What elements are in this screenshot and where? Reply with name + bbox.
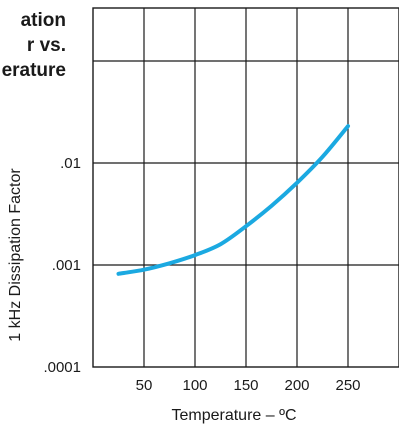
x-tick-150: 150 [233, 377, 258, 394]
x-tick-100: 100 [182, 377, 207, 394]
y-axis-label: 1 kHz Dissipation Factor [7, 168, 24, 342]
x-tick-50: 50 [136, 377, 153, 394]
x-tick-200: 200 [284, 377, 309, 394]
plot-grid [93, 8, 399, 367]
x-tick-labels: 50 100 150 200 250 [136, 377, 361, 394]
plot-frame [92, 7, 399, 368]
data-series [116, 124, 350, 276]
y-tick-.01: .01 [60, 155, 81, 172]
x-tick-250: 250 [335, 377, 360, 394]
chart-title: ation r vs. erature [2, 10, 66, 81]
title-line-1: ation [21, 10, 66, 31]
y-tick-.0001: .0001 [43, 359, 81, 376]
title-line-2: r vs. [27, 35, 66, 56]
y-tick-.001: .001 [52, 257, 81, 274]
y-tick-labels: .01 .001 .0001 [43, 155, 81, 376]
x-axis-label: Temperature – ºC [171, 407, 296, 424]
title-line-3: erature [2, 60, 66, 81]
series-line-0 [116, 124, 350, 276]
